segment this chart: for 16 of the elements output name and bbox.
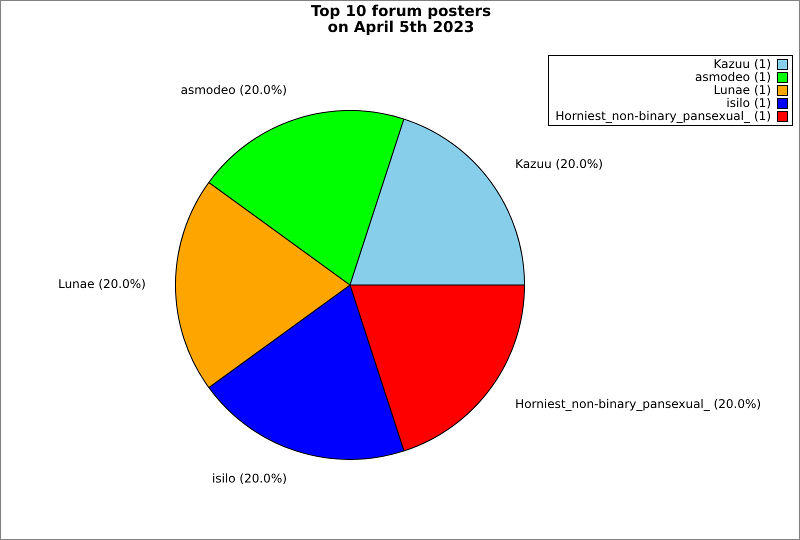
- category-label: isilo (20.0%): [212, 471, 287, 486]
- text: (1): [754, 109, 771, 123]
- category-label: Horniest_non-binary_pansexual_ (20.0%): [515, 397, 762, 412]
- legend-label: asmodeo: [695, 70, 750, 84]
- category-label: asmodeo (20.0%): [180, 82, 287, 97]
- legend-label: Horniest_non-binary_pansexual_: [555, 109, 750, 123]
- legend-label: isilo: [726, 96, 750, 110]
- legend-label: Kazuu: [713, 57, 750, 71]
- category-label: Kazuu (20.0%): [515, 157, 603, 172]
- text: (1): [754, 96, 771, 110]
- chart-title: Top 10 forum posters on April 5th 2023: [310, 2, 492, 36]
- text: (1): [754, 57, 771, 71]
- text: (1): [754, 83, 771, 97]
- text: (1): [754, 70, 771, 84]
- legend-label: Lunae: [714, 83, 750, 97]
- category-label: Lunae (20.0%): [58, 277, 146, 292]
